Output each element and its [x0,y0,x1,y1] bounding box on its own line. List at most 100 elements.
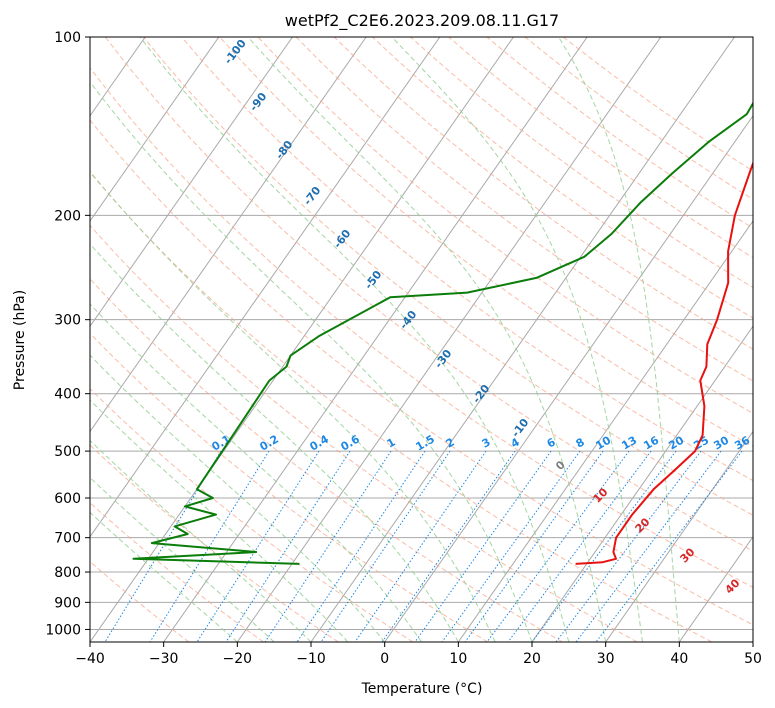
moist-adiabat [90,303,422,642]
isotherm-line [678,535,753,642]
y-tick-label: 300 [54,313,81,329]
y-tick-label: 200 [54,208,81,224]
y-tick-label: 400 [54,387,81,403]
inline-labels: 0.1 0.2 0.4 0.6 1 1.5 2 3 4 6 8 10 13 16 20 25 30 36-100-… [210,37,753,597]
mixing-ratio-line [531,450,677,642]
moist-adiabat [90,170,496,642]
y-axis: 100 200 300 400 500 600 700 800 900 1000 [45,30,90,638]
mixing-ratio-line [320,450,451,642]
dry-adiabat [90,171,712,642]
mixing-ratio-line [149,450,270,642]
isotherm-label: -80 [273,138,296,162]
x-tick-label: −20 [223,651,253,667]
isotherm-line [310,37,735,642]
moist-adiabat-label: 40 [723,576,743,596]
isotherm-line [90,37,367,433]
y-axis-title: Pressure (hPa) [12,290,28,390]
mixing-ratio-line [575,450,722,642]
dry-adiabat [257,37,753,414]
isotherm-line [90,37,441,538]
isotherm-line [90,37,293,328]
isotherm-line [163,37,588,642]
dry-adiabat [90,278,563,642]
dry-adiabat [219,37,753,448]
dry-adiabat [90,67,753,588]
isotherm-line [457,220,753,642]
moist-adiabat [90,511,238,642]
y-tick-label: 1000 [45,622,81,638]
mixing-ratio-label: 20 [666,433,686,452]
x-tick-label: −40 [75,651,105,667]
mixing-ratio-line [196,450,320,642]
chart-title: wetPf2_C2E6.2023.209.08.11.G17 [285,11,559,31]
plot-area: 0.1 0.2 0.4 0.6 1 1.5 2 3 4 6 8 10 13 16 20 25 30 36-100-… [0,37,753,642]
x-tick-label: −10 [296,651,326,667]
temperature-profile [575,160,753,565]
isotherm-label: -90 [247,90,270,114]
moist-adiabat [90,243,459,642]
isotherm-line [90,37,220,222]
moist-adiabat-label: 10 [591,485,611,505]
mixing-ratio-label: 0.4 [308,432,332,453]
x-tick-label: 10 [449,651,467,667]
moist-adiabat [558,37,680,642]
y-tick-label: 600 [54,491,81,507]
pressure-grid [90,37,753,630]
isotherm-label: -40 [397,308,420,332]
mixing-ratio-label: 6 [545,435,558,450]
isotherm-grid [0,37,753,642]
mixing-ratio-label: 30 [711,433,731,452]
moist-adiabat [90,354,386,642]
mixing-ratio-label: 1 [385,436,398,451]
isotherm-line [90,37,514,642]
mixing-ratio-line [225,450,351,642]
mixing-ratio-line [104,450,222,642]
y-tick-label: 500 [54,444,81,460]
dry-adiabat [90,560,190,642]
mixing-ratio-label: 13 [619,434,639,453]
moist-adiabat [90,81,533,642]
isotherm-label: -50 [362,268,385,292]
x-axis: −40 −30 −20 −10 0 10 20 30 40 50 [75,642,762,667]
dry-adiabat [448,37,753,259]
x-tick-label: 50 [744,651,762,667]
isotherm-line [236,37,662,642]
mixing-ratio-line [381,450,516,642]
isotherm-line [0,37,72,642]
moist-adiabat [139,37,570,642]
dry-adiabat [104,37,753,552]
x-tick-label: 20 [523,651,541,667]
mixing-ratio-line [555,450,702,642]
isotherm-line [531,325,753,642]
dry-adiabats [90,37,753,642]
dry-adiabat-label: 0 [553,458,568,473]
dry-adiabat [90,119,753,626]
mixing-ratio-label: 0.1 [210,433,233,454]
mixing-ratio-line [464,450,604,642]
dry-adiabat [295,37,753,382]
x-axis-title: Temperature (°C) [361,681,483,697]
isotherm-label: -30 [432,347,455,371]
x-tick-label: 30 [597,651,615,667]
x-tick-label: −30 [149,651,179,667]
isotherm-label: -20 [470,382,493,406]
mixing-ratio-line [264,450,392,642]
x-tick-label: 40 [670,651,688,667]
mixing-ratio-line [595,450,743,642]
mixing-ratio-label: 16 [641,433,661,452]
y-tick-label: 800 [54,565,81,581]
y-tick-label: 100 [54,30,81,46]
dry-adiabat [90,502,264,642]
isotherm-line [752,641,753,642]
dry-adiabat [333,37,753,350]
moist-adiabat [90,399,349,642]
plot-frame [89,36,754,643]
moist-adiabat [391,37,643,642]
dry-adiabat [143,37,753,516]
mixing-ratio-line [507,450,652,642]
mixing-ratio-label: 0.6 [339,432,363,453]
mixing-ratio-label: 3 [480,436,493,451]
dry-adiabat [90,444,339,642]
dry-adiabat [372,37,753,319]
